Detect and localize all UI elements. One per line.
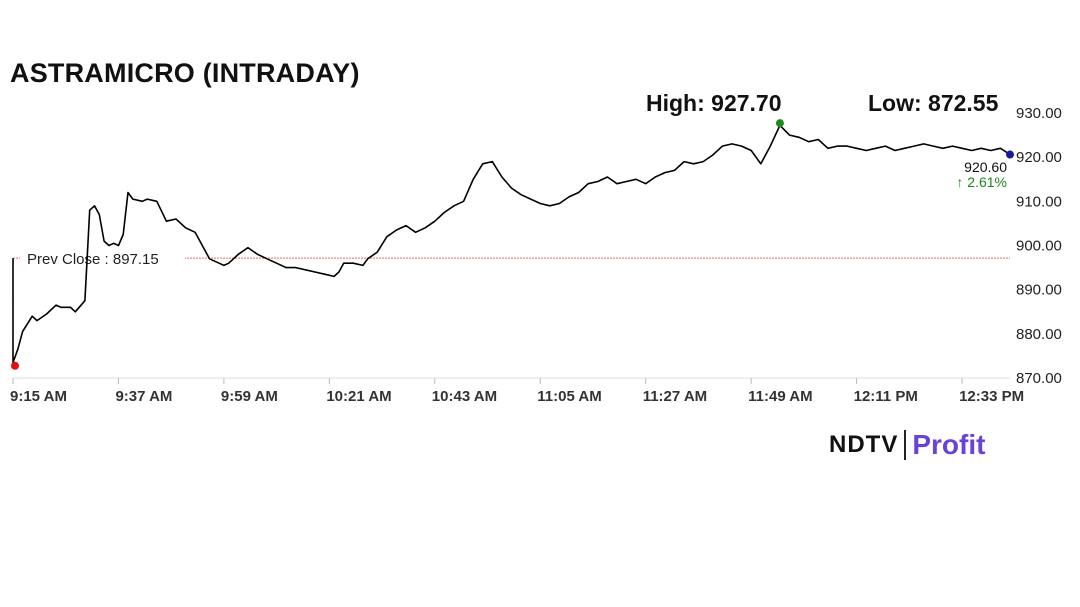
y-tick-label: 910.00 bbox=[1016, 193, 1062, 210]
x-tick-label: 9:15 AM bbox=[10, 388, 67, 405]
price-series-line bbox=[12, 124, 1011, 364]
high-marker bbox=[775, 119, 784, 128]
y-tick-label: 930.00 bbox=[1016, 105, 1062, 122]
low-marker bbox=[11, 361, 19, 370]
y-tick-label: 880.00 bbox=[1016, 326, 1062, 343]
brand-divider bbox=[904, 430, 907, 460]
brand-name-right: Profit bbox=[912, 429, 986, 460]
x-tick-label: 11:49 AM bbox=[748, 388, 812, 405]
chart-title: ASTRAMICRO (INTRADAY) bbox=[10, 58, 360, 88]
brand-name-left: NDTV bbox=[829, 431, 899, 458]
prev-close-label: Prev Close : 897.15 bbox=[27, 251, 159, 268]
x-tick-label: 11:05 AM bbox=[537, 388, 601, 405]
last-price-marker bbox=[1006, 150, 1014, 159]
x-tick-label: 12:33 PM bbox=[959, 388, 1024, 405]
x-tick-label: 11:27 AM bbox=[643, 388, 707, 405]
x-tick-label: 10:43 AM bbox=[432, 388, 497, 405]
prev-close-label-bg bbox=[20, 248, 185, 269]
y-tick-label: 870.00 bbox=[1016, 370, 1062, 387]
x-tick-label: 10:21 AM bbox=[326, 388, 391, 405]
x-axis: 9:15 AM 9:37 AM 9:59 AM 10:21 AM 10:43 AM 11:… bbox=[10, 377, 1024, 405]
brand-logo: NDTV Profit bbox=[829, 428, 985, 462]
prev-close-label-group: Prev Close : 897.15 bbox=[20, 248, 185, 269]
x-tick-label: 9:37 AM bbox=[115, 388, 172, 405]
x-tick-label: 9:59 AM bbox=[221, 388, 278, 405]
y-tick-label: 920.00 bbox=[1016, 149, 1062, 166]
y-axis: 930.00 920.00 910.00 900.00 890.00 880.00 870.… bbox=[1016, 105, 1062, 387]
change-percent-label: ↑ 2.61% bbox=[956, 174, 1007, 190]
x-tick-label: 12:11 PM bbox=[854, 388, 918, 405]
high-label: High: 927.70 bbox=[646, 90, 782, 116]
last-price-label: 920.60 bbox=[964, 159, 1007, 175]
y-tick-label: 890.00 bbox=[1016, 282, 1062, 299]
low-label: Low: 872.55 bbox=[868, 90, 999, 116]
up-arrow-icon: ↑ bbox=[956, 174, 967, 190]
y-tick-label: 900.00 bbox=[1016, 238, 1062, 255]
